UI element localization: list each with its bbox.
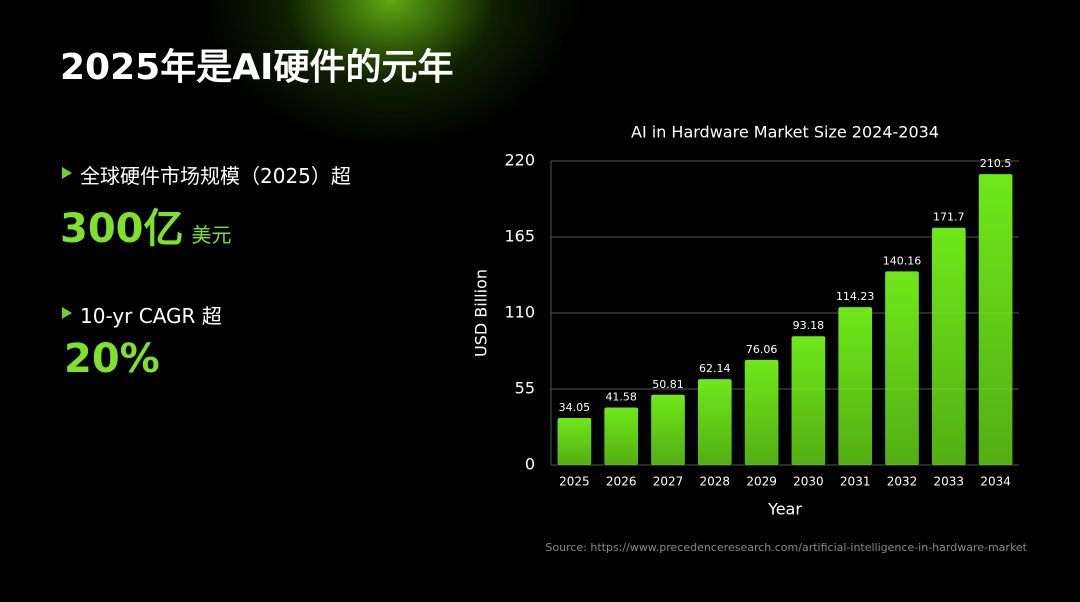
x-tick-label: 2034 [980,475,1011,489]
bar [651,394,685,465]
bullet-icon [62,307,72,319]
x-tick-label: 2029 [746,475,777,489]
value-label: 210.5 [980,157,1012,170]
point-label: 10-yr CAGR 超 [80,304,222,328]
x-tick-label: 2032 [887,475,918,489]
y-tick-label: 110 [504,303,535,322]
value-label: 50.81 [652,378,684,391]
y-tick-label: 55 [515,379,535,398]
value-label: 140.16 [883,254,922,267]
value-label: 41.58 [605,391,637,404]
value-label: 93.18 [793,319,825,332]
bar [557,417,592,465]
x-tick-label: 2028 [700,475,731,489]
value-label: 171.7 [933,211,965,224]
point-label: 全球硬件市场规模（2025）超 [80,164,351,188]
y-tick-label: 0 [525,455,535,474]
point-unit: 美元 [191,223,232,247]
bar [978,174,1013,466]
bullet-icon [62,167,72,179]
x-tick-label: 2033 [934,475,965,489]
x-tick-label: 2027 [653,475,684,489]
value-label: 76.06 [746,343,778,356]
x-tick-label: 2031 [840,475,871,489]
bar [744,359,779,465]
bar [697,379,732,465]
bar [838,307,873,465]
value-label: 34.05 [559,401,591,414]
point-value: 20% [64,336,160,382]
point-value-row: 300亿 美元 [60,196,232,254]
x-tick-label: 2026 [606,475,637,489]
source: Source: https://www.precedenceresearch.c… [545,541,1027,554]
chart-title: AI in Hardware Market Size 2024-2034 [631,123,939,142]
y-axis-label: USD Billion [472,269,491,357]
slide-title: 2025年是AI硬件的元年 [60,47,454,88]
value-label: 114.23 [836,290,875,303]
x-axis-label: Year [767,500,802,519]
bar [604,407,639,465]
x-tick-label: 2025 [559,475,590,489]
y-tick-label: 165 [504,227,535,246]
bar [885,271,919,465]
point-value: 300亿 [60,206,184,252]
y-tick-label: 220 [504,151,535,170]
value-label: 62.14 [699,362,731,375]
x-tick-label: 2030 [793,475,824,489]
bar [791,336,826,465]
bar [931,227,966,465]
